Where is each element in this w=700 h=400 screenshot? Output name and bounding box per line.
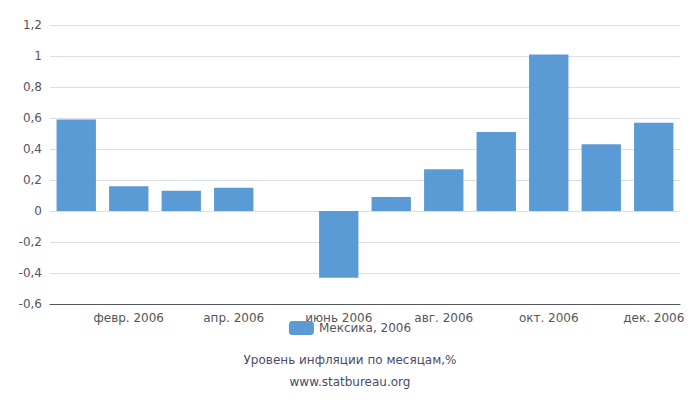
svg-text:апр. 2006: апр. 2006 (203, 311, 264, 325)
svg-text:-0,2: -0,2 (19, 235, 42, 249)
svg-text:-0,6: -0,6 (19, 297, 42, 311)
svg-text:Уровень инфляции по месяцам,%: Уровень инфляции по месяцам,% (244, 353, 457, 367)
svg-text:июнь 2006: июнь 2006 (305, 311, 373, 325)
svg-text:1: 1 (34, 49, 42, 63)
svg-text:1,2: 1,2 (23, 18, 42, 32)
svg-text:Мексика, 2006: Мексика, 2006 (319, 321, 411, 335)
svg-text:авг. 2006: авг. 2006 (414, 311, 473, 325)
svg-text:0,8: 0,8 (23, 80, 42, 94)
svg-text:0,4: 0,4 (23, 142, 42, 156)
svg-text:0,6: 0,6 (23, 111, 42, 125)
svg-text:дек. 2006: дек. 2006 (623, 311, 684, 325)
svg-text:0,2: 0,2 (23, 173, 42, 187)
svg-text:www.statbureau.org: www.statbureau.org (290, 375, 411, 389)
svg-text:-0,4: -0,4 (19, 266, 42, 280)
svg-text:февр. 2006: февр. 2006 (94, 311, 165, 325)
svg-text:окт. 2006: окт. 2006 (519, 311, 579, 325)
svg-text:0: 0 (34, 204, 42, 218)
